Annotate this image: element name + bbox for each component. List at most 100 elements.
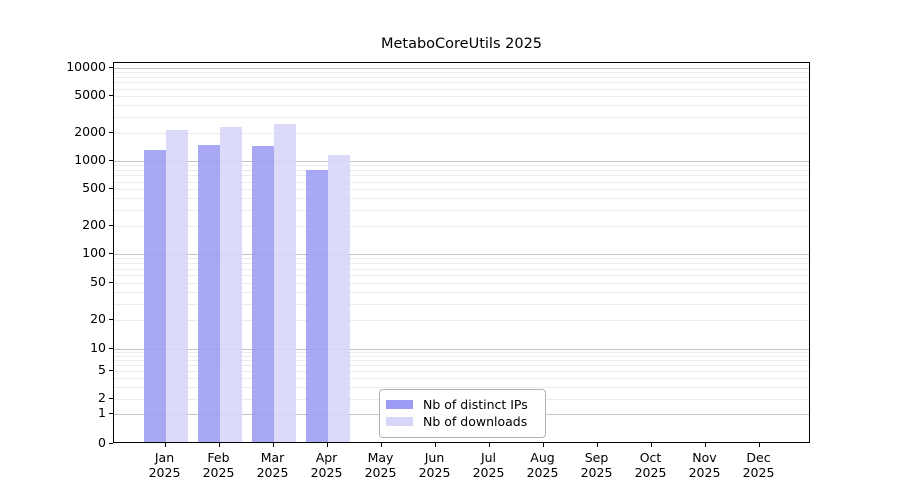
x-axis-tick-mark <box>759 443 760 447</box>
legend-swatch-distinct-ips <box>386 400 413 409</box>
y-axis-tick-label: 5000 <box>74 86 106 102</box>
plot-area <box>113 62 810 443</box>
legend: Nb of distinct IPs Nb of downloads <box>379 389 546 438</box>
gridline-minor <box>114 133 809 134</box>
x-axis-tick-label-jun: Jun 2025 <box>418 450 451 480</box>
gridline-minor <box>114 283 809 284</box>
y-axis-tick-label: 20 <box>90 311 106 327</box>
gridline-minor <box>114 378 809 379</box>
gridline-major <box>114 161 809 162</box>
bar-distinct-ips-jan <box>143 150 166 442</box>
gridline-minor <box>114 304 809 305</box>
gridline-major <box>114 68 809 69</box>
x-axis-tick-label-mar: Mar 2025 <box>256 450 289 480</box>
gridline-minor <box>114 105 809 106</box>
y-axis-tick-label: 200 <box>82 217 106 232</box>
gridline-minor <box>114 82 809 83</box>
legend-label-downloads: Nb of downloads <box>423 414 528 429</box>
x-axis-tick-label-jan: Jan 2025 <box>148 450 181 480</box>
gridline-minor <box>114 275 809 276</box>
y-axis-tick-mark <box>109 132 113 133</box>
bar-downloads-feb <box>219 127 242 442</box>
x-axis-tick-mark <box>273 443 274 447</box>
gridline-minor <box>114 210 809 211</box>
legend-swatch-downloads <box>386 417 413 426</box>
y-axis-tick-mark <box>109 67 113 68</box>
x-axis-tick-mark <box>597 443 598 447</box>
gridline-minor <box>114 356 809 357</box>
gridline-major <box>114 254 809 255</box>
gridline-minor <box>114 89 809 90</box>
x-axis-tick-mark <box>651 443 652 447</box>
gridline-minor <box>114 352 809 353</box>
x-axis-tick-mark <box>543 443 544 447</box>
bar-downloads-mar <box>273 123 296 442</box>
y-axis-tick-mark <box>109 253 113 254</box>
gridline-minor <box>114 117 809 118</box>
gridline-major <box>114 349 809 350</box>
gridline-minor <box>114 258 809 259</box>
gridline-minor <box>114 371 809 372</box>
y-axis-tick-mark <box>109 413 113 414</box>
x-axis-tick-label-aug: Aug 2025 <box>526 450 559 480</box>
y-axis-tick-label: 50 <box>90 273 106 289</box>
gridline-minor <box>114 269 809 270</box>
y-axis-tick-mark <box>109 348 113 349</box>
y-axis-tick-mark <box>109 398 113 399</box>
gridline-minor <box>114 165 809 166</box>
x-axis-tick-label-nov: Nov 2025 <box>688 450 721 480</box>
bar-downloads-jan <box>165 130 188 442</box>
gridline-minor <box>114 198 809 199</box>
gridline-minor <box>114 387 809 388</box>
y-axis-tick-mark <box>109 94 113 96</box>
bar-distinct-ips-mar <box>251 145 274 442</box>
bar-distinct-ips-feb <box>197 144 220 442</box>
gridline-minor <box>114 365 809 366</box>
gridline-minor <box>114 292 809 293</box>
x-axis-tick-mark <box>489 443 490 447</box>
y-axis-tick-label: 1 <box>98 405 106 420</box>
gridline-minor <box>114 170 809 171</box>
y-axis-tick-label: 0 <box>98 435 106 450</box>
gridline-minor <box>114 263 809 264</box>
y-axis-tick-label: 10000 <box>66 59 106 74</box>
y-axis-tick-mark <box>109 281 113 283</box>
gridline-minor <box>114 226 809 227</box>
y-axis-tick-label: 1000 <box>74 152 106 167</box>
bar-downloads-apr <box>327 155 350 442</box>
y-axis-tick-label: 100 <box>82 245 106 260</box>
x-axis-tick-mark <box>219 443 220 447</box>
x-axis-tick-mark <box>705 443 706 447</box>
legend-item-downloads: Nb of downloads <box>380 413 545 430</box>
x-axis-tick-mark <box>435 443 436 447</box>
x-axis-tick-mark <box>165 443 166 447</box>
x-axis-tick-label-jul: Jul 2025 <box>472 450 505 480</box>
legend-label-distinct-ips: Nb of distinct IPs <box>423 397 528 412</box>
x-axis-tick-label-feb: Feb 2025 <box>202 450 235 480</box>
y-axis-tick-mark <box>109 187 113 189</box>
y-axis-tick-mark <box>109 370 113 371</box>
x-axis-tick-label-may: May 2025 <box>364 450 397 480</box>
x-axis-tick-mark <box>327 443 328 447</box>
gridline-minor <box>114 175 809 176</box>
gridline-minor <box>114 182 809 183</box>
gridline-minor <box>114 72 809 73</box>
gridline-minor <box>114 189 809 190</box>
y-axis-tick-mark <box>109 443 113 444</box>
x-axis-tick-mark <box>381 443 382 447</box>
legend-item-distinct-ips: Nb of distinct IPs <box>380 396 545 413</box>
bars-layer <box>114 63 809 442</box>
y-axis-tick-label: 2 <box>98 390 106 405</box>
y-axis-tick-mark <box>109 319 113 321</box>
y-axis-tick-mark <box>109 160 113 161</box>
chart-title: MetaboCoreUtils 2025 <box>380 36 543 52</box>
bar-distinct-ips-apr <box>305 170 328 442</box>
y-axis-tick-label: 2000 <box>74 124 106 139</box>
x-axis-tick-label-oct: Oct 2025 <box>634 450 667 480</box>
y-axis-tick-label: 5 <box>98 362 106 377</box>
gridline-minor <box>114 77 809 78</box>
x-axis-tick-label-sep: Sep 2025 <box>580 450 613 480</box>
gridline-minor <box>114 360 809 361</box>
x-axis-tick-label-apr: Apr 2025 <box>310 450 343 480</box>
